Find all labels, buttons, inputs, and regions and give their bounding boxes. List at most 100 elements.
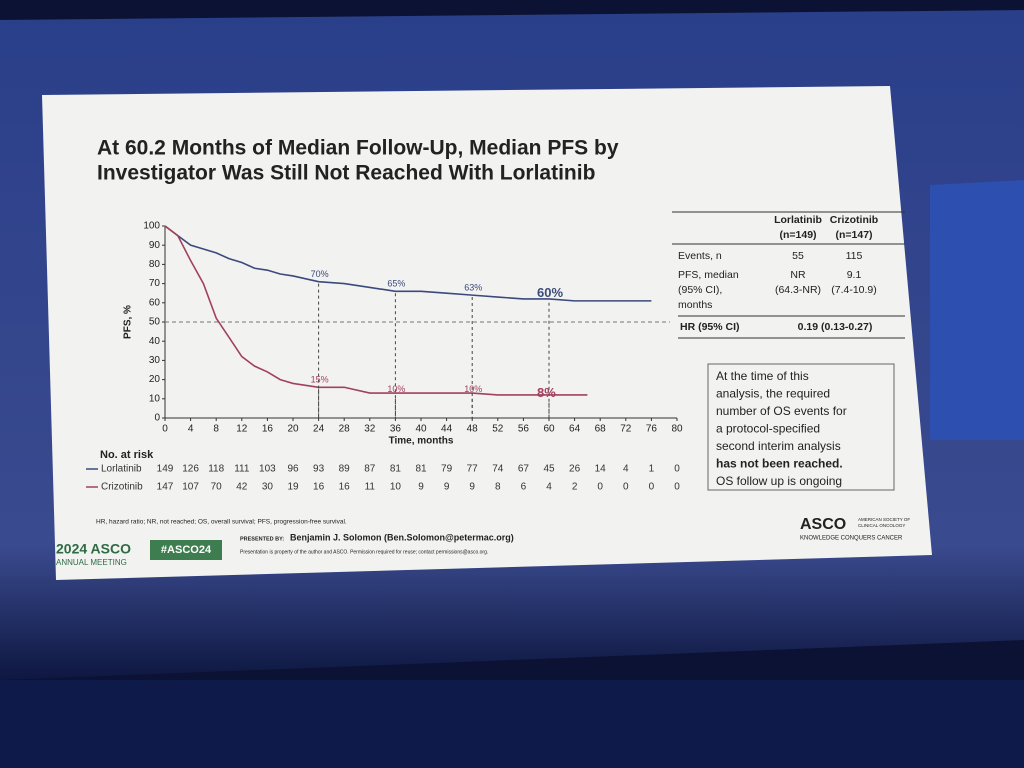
annotation-label: 10%	[464, 384, 482, 394]
property-note: Presentation is property of the author a…	[240, 549, 488, 555]
risk-count: 9	[444, 482, 450, 493]
risk-count: 93	[313, 464, 325, 475]
risk-count: 111	[234, 464, 250, 475]
table-header: Lorlatinib	[774, 214, 822, 226]
risk-count: 87	[364, 464, 376, 475]
table-cell: (7.4-10.9)	[831, 284, 877, 296]
risk-count: 96	[287, 464, 299, 475]
risk-count: 118	[208, 464, 224, 475]
note-box	[707, 363, 895, 491]
asco-tagline: KNOWLEDGE CONQUERS CANCER	[800, 536, 903, 542]
presented-by: PRESENTED BY:	[240, 536, 284, 542]
table-cell: 9.1	[847, 269, 862, 281]
note-line: second interim analysis	[716, 439, 841, 453]
asco-sub: AMERICAN SOCIETY OF	[858, 517, 910, 522]
risk-count: 19	[287, 482, 299, 493]
note-line: a protocol-specified	[716, 422, 820, 436]
risk-count: 81	[415, 464, 427, 475]
table-cell: 55	[792, 250, 804, 262]
x-tick-label: 12	[236, 424, 248, 435]
risk-count: 77	[467, 464, 479, 475]
slide-title: Investigator Was Still Not Reached With …	[97, 162, 595, 185]
risk-count: 11	[365, 482, 376, 493]
x-axis-label: Time, months	[389, 436, 454, 447]
x-tick-label: 36	[390, 424, 402, 435]
y-tick-label: 20	[149, 374, 161, 385]
risk-count: 2	[572, 482, 578, 493]
risk-count: 89	[339, 464, 351, 475]
hashtag: #ASCO24	[161, 544, 212, 556]
risk-count: 103	[259, 464, 276, 475]
x-tick-label: 60	[543, 424, 555, 435]
risk-count: 16	[313, 482, 325, 493]
risk-count: 26	[569, 464, 581, 475]
x-tick-label: 32	[364, 424, 376, 435]
hashtag-box	[150, 540, 222, 560]
risk-count: 0	[674, 482, 680, 493]
x-tick-label: 72	[620, 424, 632, 435]
risk-count: 107	[182, 482, 199, 493]
y-axis-label: PFS, %	[123, 305, 134, 339]
note-line: analysis, the required	[716, 387, 830, 401]
y-tick-label: 60	[149, 297, 161, 308]
slide-title: At 60.2 Months of Median Follow-Up, Medi…	[97, 137, 619, 160]
risk-series-name: Lorlatinib	[101, 464, 142, 475]
table-header: (n=149)	[779, 229, 816, 241]
risk-count: 0	[674, 464, 680, 475]
table-cell: NR	[790, 269, 806, 281]
x-tick-label: 52	[492, 424, 504, 435]
x-tick-label: 28	[339, 424, 351, 435]
x-tick-label: 68	[595, 424, 607, 435]
risk-count: 45	[543, 464, 555, 475]
risk-count: 9	[469, 482, 475, 493]
risk-count: 9	[418, 482, 424, 493]
risk-count: 42	[236, 482, 248, 493]
risk-count: 74	[492, 464, 504, 475]
risk-count: 4	[623, 464, 629, 475]
annotation-label: 70%	[311, 269, 329, 279]
risk-count: 16	[339, 482, 351, 493]
curtain	[0, 680, 1024, 768]
annotation-label: 63%	[464, 282, 482, 292]
note-line: At the time of this	[716, 369, 809, 383]
side-graphic	[930, 180, 1024, 440]
risk-count: 30	[262, 482, 274, 493]
y-tick-label: 80	[149, 259, 161, 270]
x-tick-label: 44	[441, 424, 453, 435]
annotation-label: 65%	[387, 279, 405, 289]
annotation-label: 15%	[311, 375, 329, 385]
x-tick-label: 56	[518, 424, 530, 435]
note-line: OS follow up is ongoing	[716, 474, 842, 488]
meeting-sub: ANNUAL MEETING	[56, 558, 127, 567]
risk-count: 147	[157, 482, 174, 493]
risk-series-name: Crizotinib	[101, 482, 143, 493]
risk-title: No. at risk	[100, 449, 154, 461]
risk-count: 8	[495, 482, 501, 493]
y-tick-label: 100	[143, 221, 160, 232]
x-tick-label: 8	[213, 424, 219, 435]
table-cell: 115	[846, 250, 863, 262]
hr-label: HR (95% CI)	[680, 321, 740, 333]
table-header: (n=147)	[835, 229, 872, 241]
risk-count: 0	[649, 482, 655, 493]
risk-count: 14	[595, 464, 607, 475]
table-row-label: months	[678, 299, 712, 311]
risk-count: 70	[211, 482, 223, 493]
summary-table: Lorlatinib (n=149) Crizotinib (n=147) Events…	[672, 211, 905, 491]
presenter: Benjamin J. Solomon (Ben.Solomon@peterma…	[290, 532, 514, 542]
risk-count: 79	[441, 464, 453, 475]
y-tick-label: 30	[149, 355, 161, 366]
table-header: Crizotinib	[830, 214, 878, 226]
asco-logo: ASCO	[800, 516, 846, 533]
x-tick-label: 40	[415, 424, 427, 435]
x-tick-label: 80	[671, 424, 683, 435]
y-tick-label: 10	[149, 393, 161, 404]
note-line: number of OS events for	[716, 404, 847, 418]
table-cell: (64.3-NR)	[775, 284, 821, 296]
risk-count: 67	[518, 464, 530, 475]
x-tick-label: 20	[287, 424, 299, 435]
asco-sub: CLINICAL ONCOLOGY	[858, 523, 905, 528]
risk-count: 0	[597, 482, 603, 493]
risk-count: 126	[182, 464, 199, 475]
